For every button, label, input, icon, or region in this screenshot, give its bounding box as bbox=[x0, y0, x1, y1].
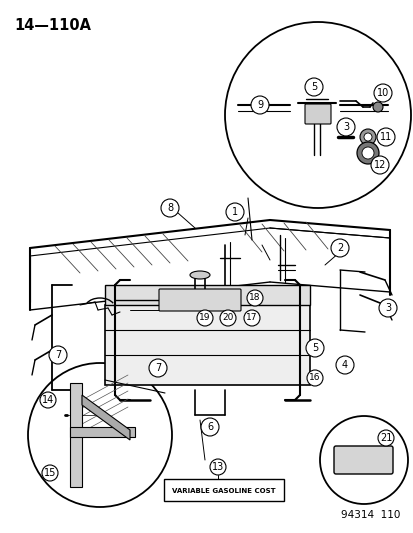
Polygon shape bbox=[70, 383, 82, 487]
Circle shape bbox=[319, 416, 407, 504]
Circle shape bbox=[335, 356, 353, 374]
Polygon shape bbox=[82, 395, 130, 440]
Text: 17: 17 bbox=[246, 313, 257, 322]
Circle shape bbox=[363, 133, 371, 141]
Polygon shape bbox=[105, 285, 309, 305]
Text: 14—110A: 14—110A bbox=[14, 18, 91, 33]
Text: 6: 6 bbox=[206, 422, 213, 432]
Text: 94314  110: 94314 110 bbox=[340, 510, 399, 520]
Circle shape bbox=[359, 129, 375, 145]
Text: 18: 18 bbox=[249, 294, 260, 303]
Text: 11: 11 bbox=[379, 132, 391, 142]
FancyBboxPatch shape bbox=[164, 479, 283, 501]
Circle shape bbox=[209, 459, 225, 475]
Circle shape bbox=[305, 339, 323, 357]
Circle shape bbox=[49, 346, 67, 364]
Text: 20: 20 bbox=[222, 313, 233, 322]
Text: 16: 16 bbox=[309, 374, 320, 383]
Text: 1: 1 bbox=[231, 207, 237, 217]
Text: 9: 9 bbox=[256, 100, 262, 110]
Circle shape bbox=[250, 96, 268, 114]
Circle shape bbox=[219, 310, 235, 326]
Text: 13: 13 bbox=[211, 462, 223, 472]
Circle shape bbox=[361, 147, 373, 159]
Circle shape bbox=[304, 78, 322, 96]
Text: 3: 3 bbox=[384, 303, 390, 313]
Circle shape bbox=[224, 22, 410, 208]
Circle shape bbox=[372, 102, 382, 112]
Text: 15: 15 bbox=[44, 468, 56, 478]
FancyBboxPatch shape bbox=[304, 104, 330, 124]
Circle shape bbox=[197, 310, 212, 326]
Circle shape bbox=[201, 418, 218, 436]
Circle shape bbox=[330, 239, 348, 257]
Text: 14: 14 bbox=[42, 395, 54, 405]
Text: 2: 2 bbox=[336, 243, 342, 253]
Circle shape bbox=[42, 465, 58, 481]
Circle shape bbox=[149, 359, 166, 377]
Polygon shape bbox=[105, 305, 309, 385]
FancyBboxPatch shape bbox=[333, 446, 392, 474]
Polygon shape bbox=[70, 427, 135, 437]
Circle shape bbox=[377, 430, 393, 446]
Text: 19: 19 bbox=[199, 313, 210, 322]
Circle shape bbox=[336, 118, 354, 136]
FancyBboxPatch shape bbox=[159, 289, 240, 311]
Text: 21: 21 bbox=[379, 433, 391, 443]
Circle shape bbox=[247, 290, 262, 306]
Text: 3: 3 bbox=[342, 122, 348, 132]
Circle shape bbox=[161, 199, 178, 217]
Circle shape bbox=[376, 128, 394, 146]
Circle shape bbox=[28, 363, 171, 507]
Text: 10: 10 bbox=[376, 88, 388, 98]
Text: 7: 7 bbox=[55, 350, 61, 360]
Text: 8: 8 bbox=[166, 203, 173, 213]
Text: 12: 12 bbox=[373, 160, 385, 170]
Circle shape bbox=[378, 299, 396, 317]
Text: 4: 4 bbox=[341, 360, 347, 370]
Circle shape bbox=[370, 156, 388, 174]
Circle shape bbox=[356, 142, 378, 164]
Circle shape bbox=[243, 310, 259, 326]
Circle shape bbox=[373, 84, 391, 102]
Circle shape bbox=[40, 392, 56, 408]
Ellipse shape bbox=[190, 271, 209, 279]
Circle shape bbox=[225, 203, 243, 221]
Circle shape bbox=[306, 370, 322, 386]
Text: 5: 5 bbox=[311, 343, 317, 353]
Text: 5: 5 bbox=[310, 82, 316, 92]
Text: VARIABLE GASOLINE COST: VARIABLE GASOLINE COST bbox=[172, 488, 275, 494]
Text: 7: 7 bbox=[154, 363, 161, 373]
